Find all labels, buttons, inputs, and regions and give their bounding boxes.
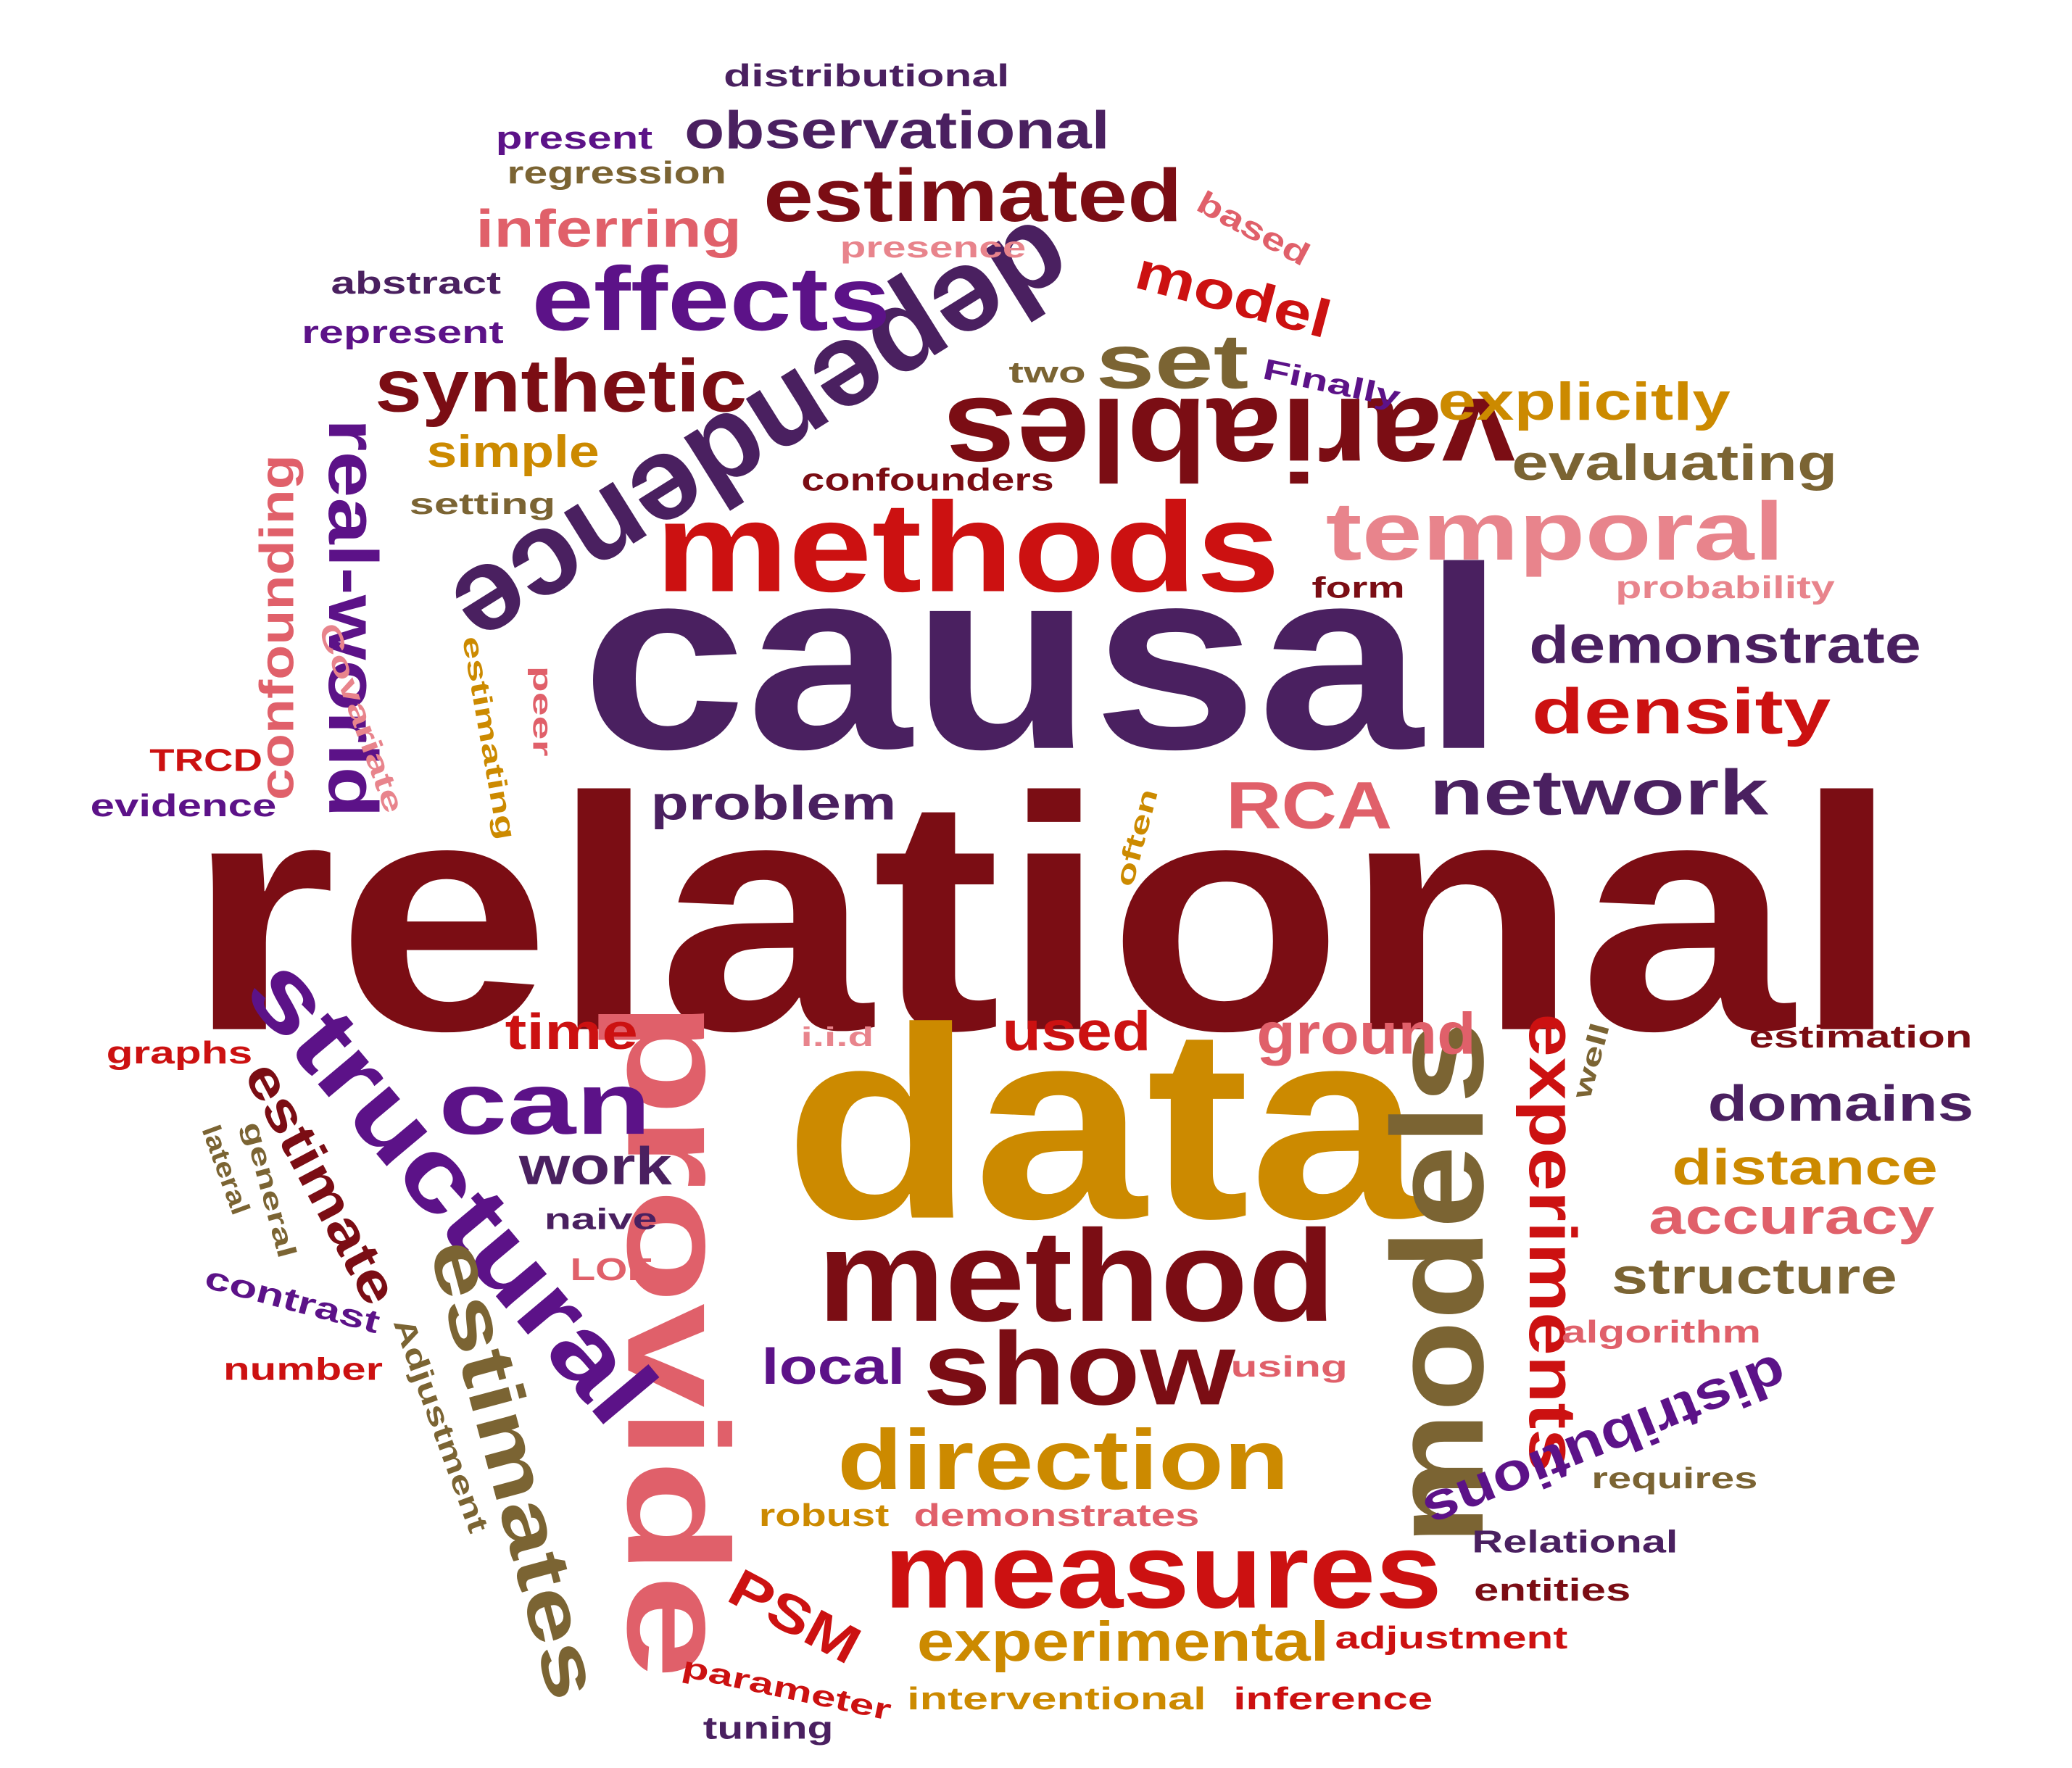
word-realworld: real-world <box>314 419 391 818</box>
word-set: set <box>1095 318 1248 404</box>
word-confounding: confounding <box>249 455 303 800</box>
word-confounders: confounders <box>801 462 1053 498</box>
word-structure: structure <box>1612 1248 1897 1304</box>
word-number: number <box>223 1351 383 1387</box>
word-requires: requires <box>1591 1461 1757 1495</box>
word-abstract: abstract <box>331 265 501 301</box>
word-distance: distance <box>1672 1139 1938 1195</box>
word-models: models <box>1365 1020 1511 1545</box>
word-setting: setting <box>410 487 556 520</box>
word-method: method <box>817 1203 1335 1349</box>
word-lof: LOF <box>570 1252 652 1287</box>
word-explicitly: explicitly <box>1438 372 1731 431</box>
word-tuning: tuning <box>703 1710 834 1746</box>
word-measures: measures <box>884 1512 1442 1631</box>
word-naive: naive <box>544 1203 658 1236</box>
word-experimental: experimental <box>917 1611 1329 1673</box>
word-provide: provide <box>597 1001 758 1679</box>
word-represent: represent <box>302 315 504 350</box>
word-density: density <box>1532 676 1831 747</box>
word-probability: probability <box>1615 570 1835 605</box>
word-simple: simple <box>426 427 599 477</box>
word-two: two <box>1008 355 1085 389</box>
word-evidence: evidence <box>91 788 277 823</box>
word-local: local <box>761 1338 905 1395</box>
word-trcd: TRCD <box>149 742 262 778</box>
word-form: form <box>1311 571 1404 605</box>
word-regression: regression <box>507 155 726 191</box>
word-inference: inference <box>1233 1681 1433 1717</box>
word-direction: direction <box>837 1412 1289 1507</box>
word-entities: entities <box>1474 1572 1630 1608</box>
word-used: used <box>1002 1000 1151 1063</box>
word-causal: causal <box>581 513 1505 803</box>
word-inferring: inferring <box>476 199 742 258</box>
word-accuracy: accuracy <box>1649 1188 1934 1245</box>
word-estimated: estimated <box>763 154 1182 237</box>
word-robust: robust <box>759 1498 890 1533</box>
word-synthetic: synthetic <box>375 344 747 427</box>
word-time: time <box>505 1003 638 1060</box>
word-relational-cap: Relational <box>1472 1524 1678 1560</box>
word-work: work <box>518 1136 672 1195</box>
word-domains: domains <box>1708 1075 1974 1132</box>
word-demonstrate: demonstrate <box>1529 615 1921 674</box>
word-can: can <box>439 1054 651 1153</box>
word-estimation: estimation <box>1749 1019 1973 1055</box>
word-network: network <box>1430 756 1770 828</box>
word-presence: presence <box>840 231 1027 264</box>
word-demonstrates: demonstrates <box>913 1498 1199 1533</box>
word-distributional: distributional <box>724 58 1009 94</box>
word-relational: relational <box>186 729 1901 1100</box>
word-graphs: graphs <box>107 1035 253 1071</box>
word-adjustment: adjustment <box>1335 1620 1567 1656</box>
word-interventional: interventional <box>907 1681 1206 1717</box>
word-using: using <box>1231 1350 1348 1383</box>
word-data: data <box>784 971 1425 1276</box>
word-experiments: experiments <box>1515 1013 1589 1472</box>
word-effects: effects <box>531 249 890 349</box>
word-problem: problem <box>650 776 896 830</box>
word-present: present <box>496 120 653 156</box>
word-iid: i.i.d <box>801 1022 874 1052</box>
word-observational: observational <box>684 101 1110 160</box>
word-rca: RCA <box>1226 768 1392 842</box>
word-evaluating: evaluating <box>1512 434 1837 491</box>
word-ground: ground <box>1256 1002 1475 1067</box>
word-temporal: temporal <box>1326 486 1784 578</box>
word-algorithm: algorithm <box>1562 1314 1761 1350</box>
word-variables: variables <box>944 373 1515 504</box>
word-methods: methods <box>655 477 1280 619</box>
word-peer: peer <box>527 666 557 757</box>
word-show: show <box>923 1311 1236 1427</box>
